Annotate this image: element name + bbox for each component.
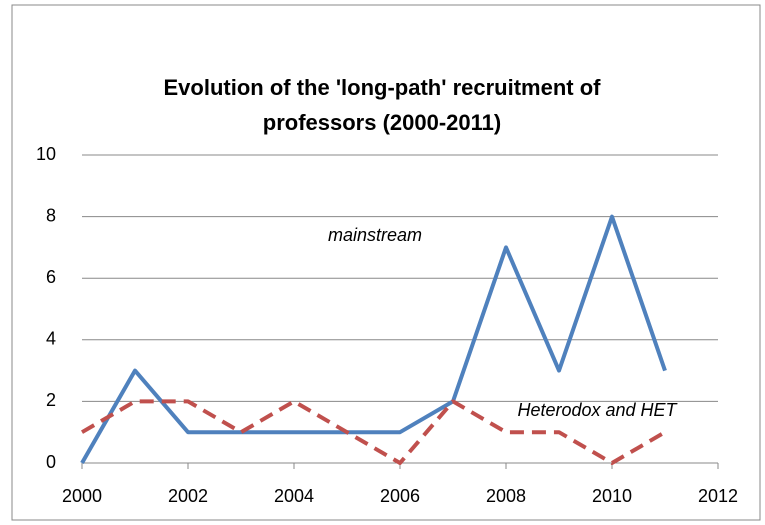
x-tick-label: 2008 [486,486,526,506]
series-line [80,214,667,464]
chart-title: Evolution of the 'long-path' recruitment… [163,75,601,135]
x-tick-label: 2002 [168,486,208,506]
x-tick-label: 2006 [380,486,420,506]
series-label: Heterodox and HET [517,400,678,420]
x-tick-label: 2010 [592,486,632,506]
y-tick-label: 0 [46,452,56,472]
chart-border [11,4,761,521]
y-tick-label: 2 [46,390,56,410]
x-tick-label: 2004 [274,486,314,506]
x-tick-label: 2012 [698,486,738,506]
y-tick-label: 8 [46,205,56,225]
y-tick-label: 6 [46,267,56,287]
series-label: mainstream [328,225,422,245]
x-tick-label: 2000 [62,486,102,506]
y-tick-label: 10 [36,144,56,164]
y-tick-label: 4 [46,329,56,349]
